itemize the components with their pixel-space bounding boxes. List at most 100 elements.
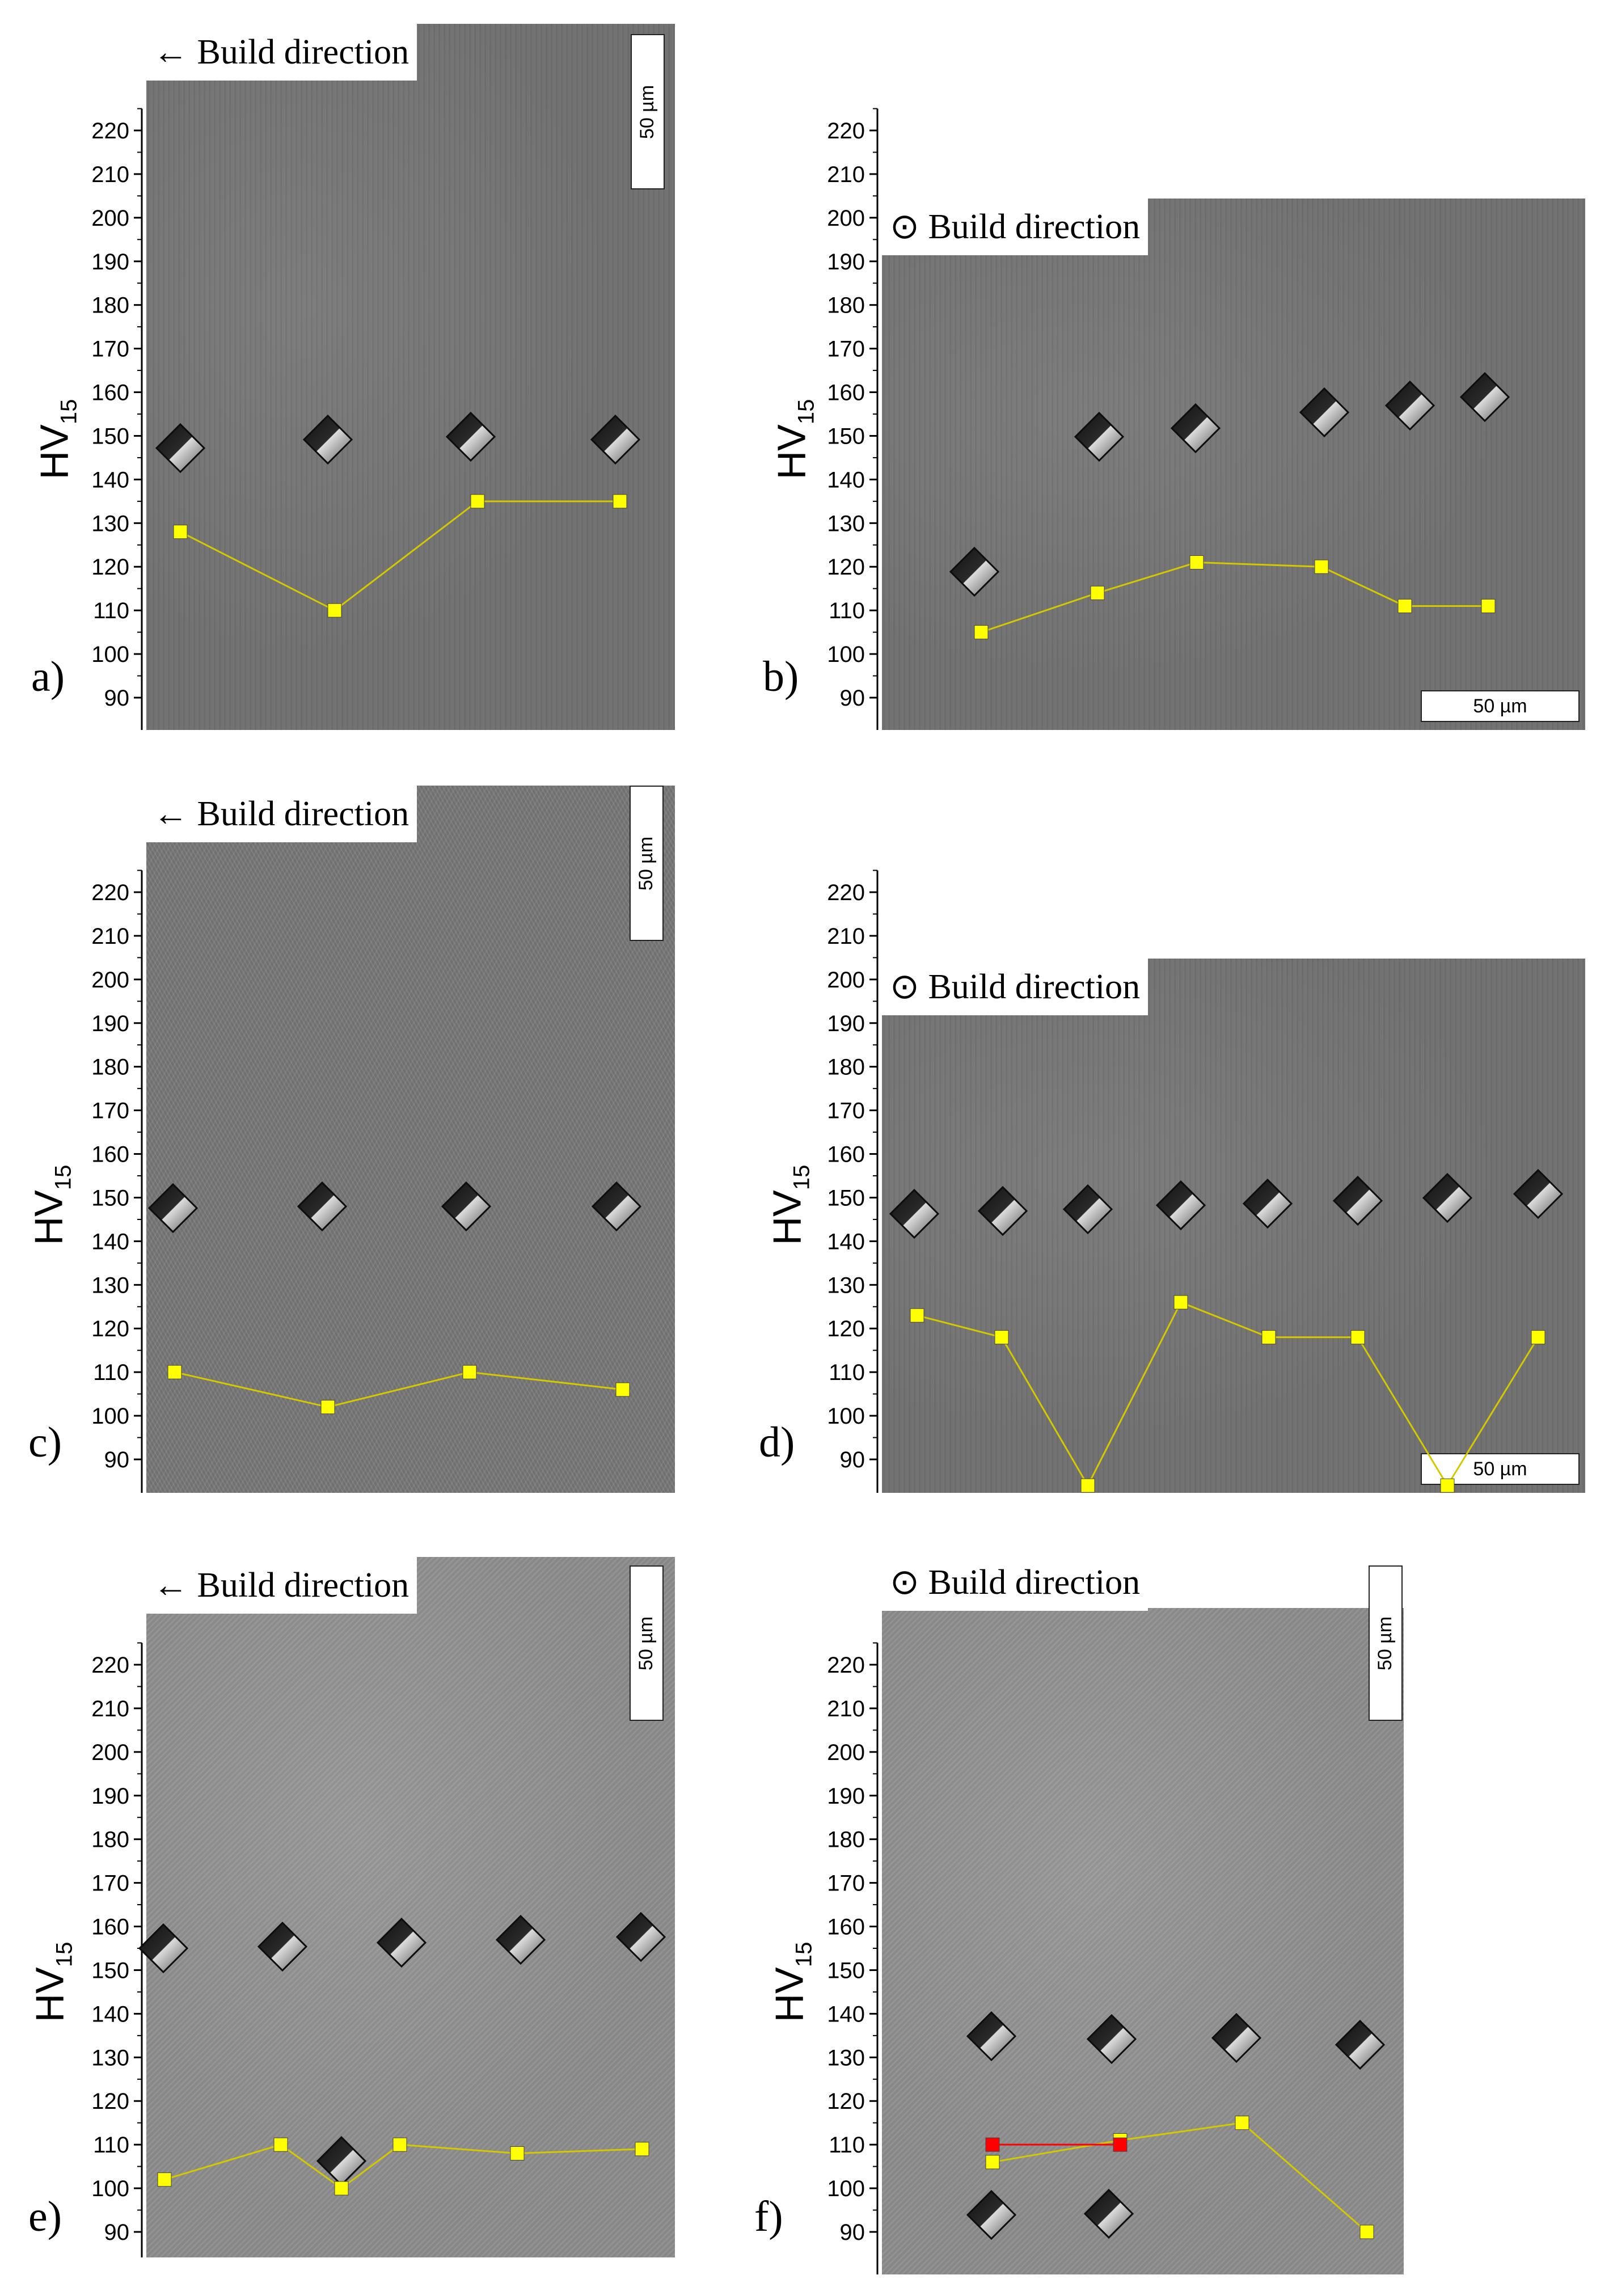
y-tick-label: 200 — [91, 1740, 129, 1765]
vickers-indent — [1086, 2014, 1137, 2065]
vickers-indent — [591, 1181, 642, 1232]
vickers-indent — [1384, 380, 1435, 431]
series-line — [981, 562, 1488, 634]
y-tick-label: 190 — [827, 1011, 865, 1036]
axis-group-c: 90 100 110 120 130 140 150 160 170 180 190 200 210 22… — [91, 870, 143, 1493]
vickers-indent — [302, 414, 353, 465]
data-point — [1080, 1478, 1095, 1493]
data-point — [157, 2172, 172, 2187]
scale-bar-b: 50 µm — [1421, 690, 1580, 722]
y-tick-label: 160 — [91, 1142, 129, 1167]
y-tick-label: 180 — [827, 293, 865, 318]
build-direction-label-e: ← Build direction — [145, 1557, 417, 1614]
vickers-indent — [316, 2135, 367, 2187]
y-tick-label: 100 — [91, 642, 129, 667]
y-tick-label: 90 — [840, 1447, 865, 1472]
y-tick-label: 160 — [827, 1142, 865, 1167]
y-tick-label: 180 — [827, 1827, 865, 1852]
data-point — [1359, 2225, 1374, 2239]
panel-label-c: c) — [28, 1419, 62, 1466]
data-point — [462, 1365, 477, 1379]
y-tick-label: 170 — [827, 1871, 865, 1896]
data-point — [994, 1330, 1009, 1345]
y-tick-label: 110 — [829, 2133, 865, 2158]
y-tick-label: 120 — [91, 1316, 129, 1341]
data-point — [1235, 2116, 1249, 2130]
data-point — [173, 525, 188, 539]
y-tick-label: 220 — [91, 880, 129, 905]
y-tick-label: 180 — [91, 293, 129, 318]
data-point — [1350, 1330, 1365, 1345]
scale-bar-text: 50 µm — [1473, 1458, 1527, 1480]
y-tick-label: 170 — [91, 1099, 129, 1124]
panel-label-b: b) — [763, 653, 799, 700]
y-tick-label: 130 — [827, 1273, 865, 1298]
y-tick-label: 210 — [91, 924, 129, 949]
series-line — [180, 500, 620, 611]
y-tick-label: 220 — [827, 880, 865, 905]
vickers-indent — [1074, 411, 1125, 462]
vickers-indent — [155, 423, 206, 474]
y-tick-label: 110 — [93, 2133, 129, 2158]
micrograph-a — [146, 24, 675, 730]
y-tick-label: 130 — [827, 2045, 865, 2070]
y-tick-label: 90 — [104, 2220, 130, 2245]
data-point — [1173, 1295, 1188, 1310]
y-tick-label: 100 — [827, 642, 865, 667]
vickers-indent — [495, 1914, 546, 1965]
data-point — [167, 1365, 182, 1379]
y-tick-label: 130 — [91, 1273, 129, 1298]
micrograph-e — [146, 1557, 675, 2257]
micrograph-c — [146, 786, 675, 1493]
y-tick-label: 110 — [93, 1360, 129, 1385]
axis-group-b: 90 100 110 120 130 140 150 160 170 180 190 200 210 22… — [827, 108, 879, 730]
y-tick-label: 170 — [91, 1871, 129, 1896]
y-tick-label: 120 — [827, 2089, 865, 2114]
data-point — [1261, 1330, 1276, 1345]
y-tick-label: 160 — [827, 381, 865, 406]
vickers-indent — [1062, 1184, 1113, 1235]
series-d-0 — [910, 1295, 1546, 1493]
data-point — [1440, 1478, 1455, 1493]
data-point — [1189, 555, 1204, 570]
series-line — [174, 1371, 623, 1408]
indents-d — [889, 1168, 1564, 1239]
vickers-indent — [1155, 1180, 1206, 1231]
vickers-indent — [138, 1923, 189, 1974]
y-tick-label: 150 — [827, 424, 865, 449]
y-tick-label: 190 — [91, 250, 129, 275]
y-tick-label: 90 — [840, 686, 865, 711]
y-tick-label: 200 — [827, 206, 865, 231]
series-line — [992, 2122, 1367, 2233]
data-point — [392, 2137, 407, 2152]
y-tick-label: 100 — [827, 1404, 865, 1429]
data-point — [613, 494, 627, 509]
scale-bar-a: 50 µm — [631, 34, 665, 189]
y-tick-label: 140 — [827, 1229, 865, 1254]
data-point — [974, 625, 989, 640]
vickers-indent — [1211, 2012, 1262, 2063]
data-point — [470, 494, 485, 509]
y-tick-label: 220 — [827, 119, 865, 144]
y-tick-label: 140 — [827, 467, 865, 492]
axis-group-e: 90 100 110 120 130 140 150 160 170 180 190 200 210 22… — [91, 1642, 143, 2257]
y-tick-label: 120 — [827, 1316, 865, 1341]
vickers-indent — [590, 414, 641, 465]
data-point — [327, 603, 342, 618]
y-tick-label: 180 — [91, 1827, 129, 1852]
vickers-indent — [376, 1917, 427, 1968]
vickers-indent — [949, 546, 1000, 597]
y-tick-label: 150 — [827, 1185, 865, 1210]
vickers-indent — [966, 2011, 1017, 2062]
y-tick-label: 100 — [91, 2176, 129, 2201]
y-tick-label: 140 — [91, 467, 129, 492]
build-direction-label-a: ← Build direction — [145, 24, 417, 81]
data-point — [1397, 598, 1412, 613]
vickers-indent — [1422, 1172, 1473, 1223]
y-tick-label: 210 — [91, 1696, 129, 1721]
scale-bar-f: 50 µm — [1369, 1565, 1403, 1721]
y-tick-label: 110 — [93, 598, 129, 623]
data-point — [1113, 2137, 1128, 2152]
y-tick-label: 90 — [104, 1447, 130, 1472]
y-tick-label: 130 — [91, 2045, 129, 2070]
